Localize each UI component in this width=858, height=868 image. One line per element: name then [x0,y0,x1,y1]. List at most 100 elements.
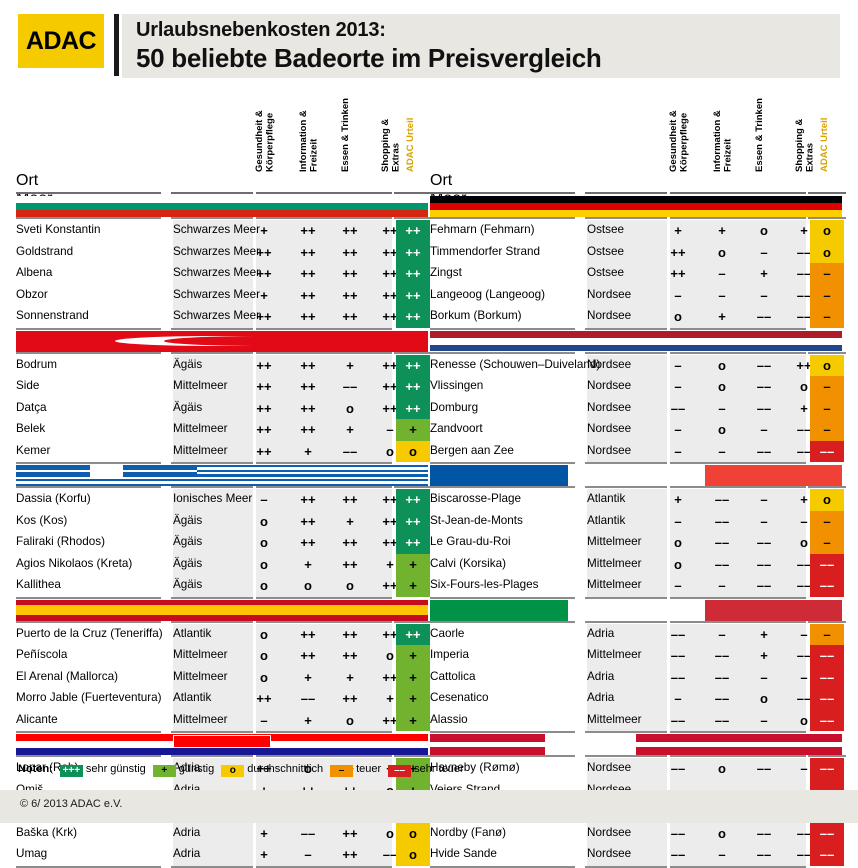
rating-cell-2: ++ [300,309,316,324]
table-row[interactable]: Belek Mittelmeer ++ ++ + – [16,419,428,441]
rating-cell-1: o [260,578,268,593]
row-meer: Schwarzes Meer [173,287,261,301]
column-headers: Gesundheit & Körperpflege Information & F… [430,96,842,172]
row-meer: Ägäis [173,400,203,414]
table-row[interactable]: Zandvoort Nordsee – o – –– [430,419,842,441]
rating-cell-3: + [346,669,354,685]
group-rule-bottom [171,731,253,733]
table-row[interactable]: Fehmarn (Fehmarn) Ostsee + + o + [430,220,842,242]
table-row[interactable]: Albena Schwarzes Meer ++ ++ ++ ++ [16,263,428,285]
rating-cell-2: – [718,400,726,416]
group-rule [171,755,253,757]
group-rule [394,620,432,623]
rating-cell-3: o [346,400,354,416]
table-row[interactable]: Imperia Mittelmeer –– –– + –– [430,645,842,667]
table-row[interactable]: Biscarosse-Plage Atlantik + –– – + [430,489,842,511]
table-row[interactable]: Umag Adria + – ++ –– [16,844,428,866]
rating-cell-4: –– [796,422,812,437]
rating-cell-3: – [760,244,768,260]
rating-cell-2: ++ [300,513,316,529]
table-row[interactable]: El Arenal (Mallorca) Mittelmeer o + + ++ [16,667,428,689]
table-row[interactable]: Puerto de la Cruz (Teneriffa) Atlantik o ++… [16,624,428,646]
col-gesundheit: Gesundheit & Körperpflege [668,110,690,172]
table-row[interactable]: Sveti Konstantin Schwarzes Meer + ++ ++ ++ [16,220,428,242]
group-rule [256,755,392,757]
table-row[interactable]: Alicante Mittelmeer – + o ++ [16,710,428,732]
table-row[interactable]: Alassio Mittelmeer –– –– – o [430,710,842,732]
table-row[interactable]: Cattolica Adria –– –– – – [430,667,842,689]
table-row[interactable]: Renesse (Schouwen–Duiveland) Nordsee – o –– +… [430,355,842,377]
table-row[interactable]: Side Mittelmeer ++ ++ –– ++ [16,376,428,398]
table-row[interactable]: Zingst Ostsee ++ – + –– [430,263,842,285]
rating-cell-1: – [674,513,682,529]
table-row[interactable]: Baška (Krk) Adria + –– ++ o [16,823,428,845]
table-row[interactable]: Domburg Nordsee –– – –– + [430,398,842,420]
group-rule-bottom [171,865,253,868]
table-row[interactable]: Kallithea Ägäis o o o ++ [16,575,428,597]
group-rule [430,755,575,757]
table-row[interactable]: Nordby (Fanø) Nordsee –– o –– –– [430,823,842,845]
table-row[interactable]: Kos (Kos) Ägäis o ++ + ++ [16,511,428,533]
rating-cell-2: – [718,847,726,862]
row-ort: Bergen aan Zee [430,443,514,457]
table-row[interactable]: Six-Fours-les-Plages Mittelmeer – – –– –– [430,575,842,597]
verdict-cell: o [810,354,844,376]
row-ort: Le Grau-du-Roi [430,535,511,548]
table-row[interactable]: Timmendorfer Strand Ostsee ++ o – –– [430,242,842,264]
table-row[interactable]: Agios Nikolaos (Kreta) Ägäis o + ++ + [16,554,428,576]
table-row[interactable]: Hvide Sande Nordsee –– – –– –– [430,844,842,866]
rating-cell-3: – [760,492,768,507]
verdict-cell: –– [810,688,844,710]
table-row[interactable]: Obzor Schwarzes Meer + ++ ++ ++ [16,285,428,307]
rating-cell-3: ++ [342,492,358,507]
rating-cell-4: o [386,443,394,459]
verdict-cell: – [810,623,844,645]
rating-cell-2: o [718,357,726,373]
rating-cell-3: o [346,712,354,728]
table-row[interactable]: Morro Jable (Fuerteventura) Atlantik ++ –– +… [16,688,428,710]
table-row[interactable]: Dassia (Korfu) Ionisches Meer – ++ ++ ++ [16,489,428,511]
table-row[interactable]: Havneby (Rømø) Nordsee –– o –– – [430,758,842,780]
table-row[interactable]: Bergen aan Zee Nordsee – – –– –– [430,441,842,463]
table-row[interactable]: Le Grau-du-Roi Mittelmeer o –– –– o [430,532,842,554]
rating-cell-2: ++ [300,266,316,281]
table-row[interactable]: Faliraki (Rhodos) Ägäis o ++ ++ ++ [16,532,428,554]
table-row[interactable]: Vlissingen Nordsee – o –– o [430,376,842,398]
rating-cell-3: o [760,223,768,238]
table-row[interactable]: Borkum (Borkum) Nordsee o + –– –– [430,306,842,328]
rating-cell-3: ++ [342,287,358,303]
table-row[interactable]: Caorle Adria –– – + – [430,624,842,646]
column-band [670,489,806,597]
rating-cell-2: –– [714,648,730,663]
table-row[interactable]: Bodrum Ägäis ++ ++ + ++ [16,355,428,377]
group-rule [585,351,667,354]
rating-cell-3: – [760,513,768,529]
table-row[interactable]: Cesenatico Adria – –– o –– [430,688,842,710]
group-rule-bottom [585,462,667,464]
legend-chip: o [221,765,245,777]
table-row[interactable]: Datça Ägäis ++ ++ o ++ [16,398,428,420]
group-rule [670,217,806,219]
row-meer: Nordsee [587,400,632,414]
table-row[interactable]: Sonnenstrand Schwarzes Meer ++ ++ ++ ++ [16,306,428,328]
rating-cell-4: ++ [382,535,398,550]
table-row[interactable]: Goldstrand Schwarzes Meer ++ ++ ++ ++ [16,242,428,264]
group-rule-bottom [256,596,392,599]
column-band [587,220,667,328]
table-left: Gesundheit & Körperpflege Information & F… [16,96,432,868]
verdict-cell: ++ [396,220,430,242]
table-row[interactable]: Kemer Mittelmeer ++ + –– o [16,441,428,463]
group-rule [430,217,575,219]
group-rule [670,351,806,354]
rating-cell-4: – [800,626,808,642]
row-ort: Biscarosse-Plage [430,492,521,505]
verdict-cell: + [396,645,430,667]
table-row[interactable]: Peñíscola Mittelmeer o ++ ++ o [16,645,428,667]
verdict-cell: o [396,440,430,462]
country-header-gr: Griechenland [16,465,428,486]
table-row[interactable]: St-Jean-de-Monts Atlantik – –– – – [430,511,842,533]
rating-cell-4: ++ [382,309,398,324]
row-meer: Adria [173,825,201,839]
table-row[interactable]: Langeoog (Langeoog) Nordsee – – – –– [430,285,842,307]
table-row[interactable]: Calvi (Korsika) Mittelmeer o –– –– –– [430,554,842,576]
